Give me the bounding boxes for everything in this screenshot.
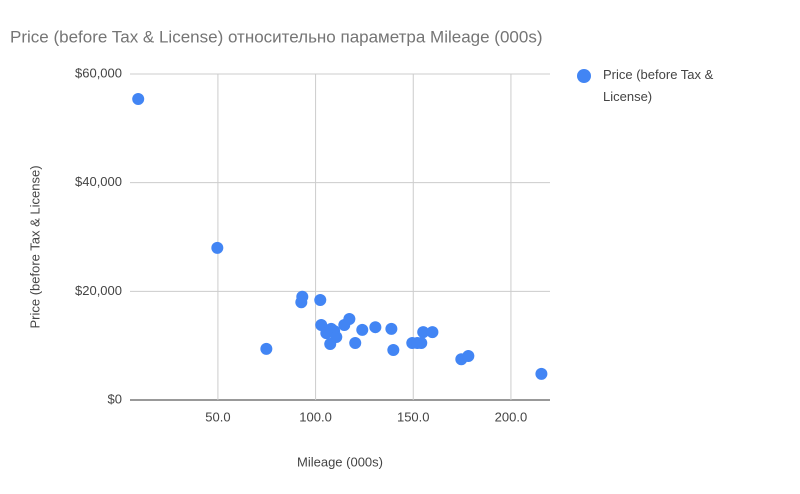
chart-title: Price (before Tax & License) относительн…: [10, 27, 543, 46]
point: [330, 330, 343, 343]
point: [387, 344, 400, 357]
point: [462, 349, 475, 362]
legend-marker: [577, 69, 591, 83]
point: [426, 326, 439, 339]
point: [369, 321, 382, 334]
point: [132, 92, 145, 105]
y-tick-label: $20,000: [75, 283, 122, 298]
point: [385, 322, 398, 335]
point: [314, 294, 327, 307]
point: [260, 342, 273, 355]
point: [535, 367, 548, 380]
point: [417, 326, 430, 339]
point: [343, 313, 356, 326]
point: [296, 290, 309, 303]
x-tick-label: 200.0: [495, 409, 528, 424]
y-tick-label: $40,000: [75, 174, 122, 189]
x-tick-label: 50.0: [205, 409, 230, 424]
x-axis-title: Mileage (000s): [297, 454, 383, 469]
point: [349, 336, 362, 349]
point: [211, 241, 224, 254]
y-tick-label: $60,000: [75, 65, 122, 80]
legend-label: Price (before Tax & License): [603, 67, 714, 104]
y-axis-title: Price (before Tax & License): [27, 165, 42, 328]
y-tick-label: $0: [108, 391, 122, 406]
x-tick-label: 150.0: [397, 409, 430, 424]
x-tick-label: 100.0: [299, 409, 332, 424]
point: [415, 336, 428, 349]
point: [356, 323, 369, 336]
